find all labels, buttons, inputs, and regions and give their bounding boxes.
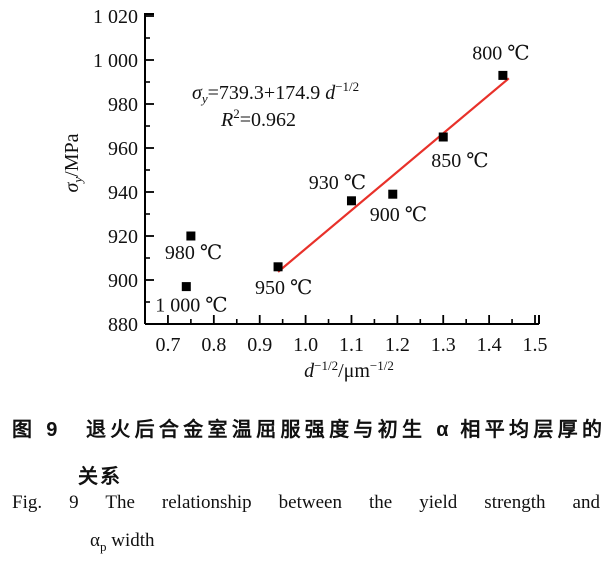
y-axis-title: σy/MPa (61, 133, 85, 192)
data-point-label: 800 ℃ (472, 42, 529, 64)
x-tick-label: 1.3 (431, 334, 456, 356)
fit-line (277, 77, 510, 273)
x-tick-label: 1.1 (339, 334, 364, 356)
x-axis-title: d−1/2/μm−1/2 (304, 358, 394, 382)
x-tick-label: 0.8 (201, 334, 226, 356)
x-tick-label: 1.5 (523, 334, 548, 356)
equation-line1: σy=739.3+174.9 d−1/2 (192, 79, 359, 106)
y-tick-label: 920 (108, 226, 138, 248)
caption-english-line1: Fig. 9 The relationship between the yiel… (12, 492, 600, 513)
data-point-label: 930 ℃ (309, 172, 366, 194)
x-tick-label: 1.0 (293, 334, 318, 356)
x-tick-label: 1.2 (385, 334, 410, 356)
data-point-label: 950 ℃ (255, 277, 312, 299)
data-point (186, 231, 196, 241)
data-point-label: 850 ℃ (431, 150, 488, 172)
data-point (438, 132, 448, 142)
caption-chinese-line2: 关系 (78, 466, 122, 488)
data-point-label: 980 ℃ (165, 242, 222, 264)
caption-alpha-symbol: α (90, 530, 100, 551)
caption-width-text: width (106, 530, 155, 551)
data-point (498, 70, 508, 80)
data-point-label: 1 000 ℃ (155, 295, 227, 317)
equation-line2: R2=0.962 (220, 106, 296, 131)
data-point (346, 196, 356, 206)
data-point (273, 262, 283, 272)
y-tick-label: 960 (108, 138, 138, 160)
y-tick-label: 880 (108, 314, 138, 336)
y-tick-label: 980 (108, 94, 138, 116)
data-point (181, 282, 191, 292)
caption-chinese-line1: 图 9 退火后合金室温屈服强度与初生 α 相平均层厚的 (12, 419, 604, 441)
data-point (388, 189, 398, 199)
y-tick-label: 1 020 (93, 6, 138, 28)
y-tick-label: 940 (108, 182, 138, 204)
caption-alpha-subscript: p (99, 538, 107, 554)
caption-english-line2: αp width (90, 530, 155, 555)
x-tick-label: 0.9 (247, 334, 272, 356)
y-tick-label: 900 (108, 270, 138, 292)
data-point-label: 900 ℃ (370, 204, 427, 226)
y-tick-label: 1 000 (93, 50, 138, 72)
x-tick-label: 0.7 (155, 334, 180, 356)
scatter-chart: 0.7 0.8 0.9 1.0 1.1 1.2 1.3 1.4 1.5 880 900 920 940 9… (61, 6, 548, 382)
x-tick-label: 1.4 (477, 334, 502, 356)
